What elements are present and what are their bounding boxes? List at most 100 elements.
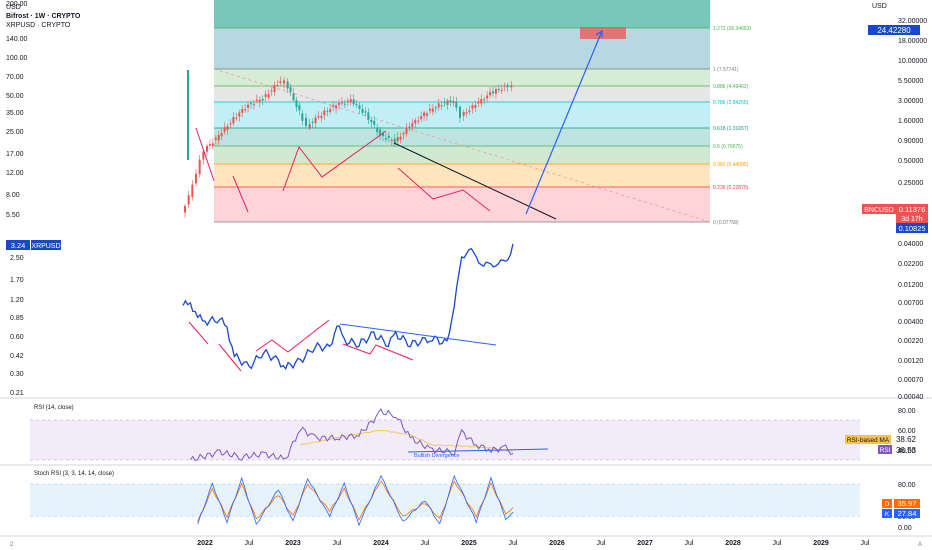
long-downtrend-line[interactable] (213, 68, 711, 223)
time-axis-tick: Jul (245, 540, 254, 547)
fib-label-1: 1 (7.57741) (713, 67, 739, 73)
bnc-candle (497, 88, 500, 90)
bnc-candle (258, 99, 261, 103)
left-axis-tick: 25.00 (6, 129, 24, 136)
bnc-candle (211, 143, 214, 147)
bnc-candle (503, 85, 506, 87)
bnc-candle (440, 105, 443, 107)
left-axis-tick: 35.00 (6, 110, 24, 117)
corner-left-icon[interactable]: 2 (10, 542, 14, 548)
time-axis-tick: 2026 (549, 540, 565, 547)
bnc-candle (283, 80, 285, 84)
bnc-candle (414, 120, 417, 124)
right-currency: USD (872, 3, 887, 10)
bnc-candle (477, 101, 480, 104)
auto-scale-button[interactable]: A (918, 542, 922, 548)
xrp-right-axis-tick: 0.00700 (898, 300, 923, 307)
bnc-candle (264, 94, 267, 98)
bnc-candle (329, 109, 332, 112)
time-axis-tick: 2022 (197, 540, 213, 547)
bnc-candle (314, 117, 317, 124)
fib-label-0.786: 0.786 (2.84265) (713, 100, 749, 106)
time-axis-tick: Jul (773, 540, 782, 547)
chart-subtitle[interactable]: XRPUSD · CRYPTO (6, 22, 71, 29)
left-axis-tick: 200.00 (6, 1, 28, 8)
target-arrow (525, 30, 603, 215)
rsi-band (30, 420, 860, 460)
bnc-candle (474, 105, 477, 108)
xrp-price-line[interactable] (182, 243, 514, 370)
bnc-candle (311, 122, 314, 124)
rsi-title[interactable]: RSI (14, close) (34, 405, 74, 411)
svg-text:XRPUSD: XRPUSD (31, 243, 60, 250)
bnc-candle (367, 112, 370, 120)
left-axis-tick: 17.00 (6, 151, 24, 158)
bnc-candle (423, 112, 426, 117)
svg-text:BNCUSD: BNCUSD (864, 207, 894, 214)
right-axis-tick: 0.25000 (898, 180, 923, 187)
fibonacci-retracement[interactable] (214, 0, 710, 222)
stoch-band (30, 484, 860, 517)
stoch-title[interactable]: Stoch RSI (3, 3, 14, 14, close) (34, 471, 114, 477)
bnc-candle (352, 99, 355, 105)
rsi-ma-line[interactable] (300, 429, 514, 452)
chart-title[interactable]: Bifrost · 1W · CRYPTO (6, 13, 81, 20)
bnc-candle (255, 99, 258, 101)
chart-header: USD Bifrost · 1W · CRYPTO XRPUSD · CRYPT… (6, 3, 80, 30)
time-axis-tick: Jul (421, 540, 430, 547)
xrp-left-axis-tick: 1.70 (10, 277, 24, 284)
bnc-candle (492, 91, 494, 94)
bnc-candle (370, 119, 373, 123)
right-axis-tick: 0.90000 (898, 138, 923, 145)
xrp-line-group (182, 243, 514, 370)
bnc-candle (232, 116, 235, 124)
xrp-right-axis-tick: 0.00220 (898, 338, 923, 345)
time-axis-tick: 2025 (461, 540, 477, 547)
xrp-left-axis-tick: 0.21 (10, 390, 24, 397)
bnc-candle (483, 99, 486, 101)
bnc-candle (305, 117, 307, 126)
bnc-candle (426, 113, 428, 116)
left-price-axis[interactable]: 200.00 140.00 100.00 70.00 50.00 35.00 25.00 17… (6, 1, 28, 397)
bnc-candle (431, 108, 434, 112)
bnc-candle (295, 100, 298, 108)
bnc-candle (393, 138, 396, 144)
divergence-label: Bullish Divergence (414, 453, 460, 459)
bnc-candle (443, 102, 446, 104)
bnc-candle (292, 93, 295, 101)
bnc-candles (184, 70, 513, 218)
svg-text:36.53: 36.53 (896, 446, 917, 455)
bnc-candle (459, 106, 461, 118)
bnc-candle (379, 129, 382, 136)
bnc-candle (247, 104, 250, 108)
bnc-candle (273, 85, 276, 92)
bnc-candle (376, 127, 379, 133)
bnc-candle (250, 103, 252, 105)
stoch-pane (30, 474, 860, 527)
bnc-candle (244, 109, 247, 111)
bnc-candle (420, 116, 423, 120)
zigzag-drawings[interactable] (188, 29, 603, 453)
bnc-candle (226, 126, 229, 130)
stoch-k-line[interactable] (197, 474, 514, 527)
bnc-candle (191, 184, 194, 198)
xrp-left-axis-tick: 2.50 (10, 255, 24, 262)
time-axis[interactable]: 2022 Jul 2023 Jul 2024 Jul 2025 Jul 2026 Jul 2027 J… (197, 540, 870, 547)
fib-label-0.382: 0.382 (0.44085) (713, 162, 749, 168)
xrp-right-axis-tick: 0.00120 (898, 358, 923, 365)
bnc-candle (510, 85, 513, 88)
right-price-axis[interactable]: 32.00000 18.00000 10.00000 5.50000 3.00000 1.… (898, 18, 927, 532)
rsi-line[interactable] (189, 408, 514, 462)
xrp-price-badge: 3.24 XRPUSD (6, 240, 61, 250)
bnc-price-badge: BNCUSD 0.11376 3d 17h 0.10825 (862, 204, 928, 233)
bnc-candle (396, 137, 399, 142)
fib-label-0.5: 0.5 (0.76675) (713, 144, 743, 150)
bnc-candle (261, 98, 264, 101)
xrp-left-axis-tick: 0.30 (10, 371, 24, 378)
xrp-right-axis-tick: 0.02200 (898, 261, 923, 268)
bnc-candle (455, 101, 458, 108)
target-box[interactable] (580, 27, 626, 39)
bnc-candle (364, 111, 367, 113)
bnc-candle (276, 84, 279, 86)
